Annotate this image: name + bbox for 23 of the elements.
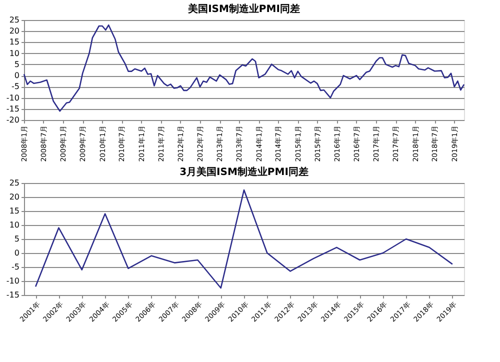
y-tick-label: 0: [14, 71, 20, 80]
line-series: [23, 24, 465, 112]
y-tick-label: 5: [14, 60, 20, 69]
y-tick-label: 25: [9, 16, 20, 24]
y-tick-label: -5: [12, 82, 20, 92]
y-tick-label: 10: [9, 48, 20, 58]
y-tick-label: -10: [6, 276, 20, 286]
y-tick-label: 15: [9, 38, 20, 47]
y-tick-label: -5: [12, 262, 20, 272]
y-tick-label: -10: [6, 93, 20, 102]
y-tick-label: 20: [9, 26, 20, 36]
chart-title: 美国ISM制造业PMI同差: [187, 3, 300, 15]
y-tick-label: 25: [9, 178, 20, 188]
y-tick-label: 20: [9, 192, 20, 202]
y-tick-label: -20: [6, 116, 20, 124]
line-series: [34, 189, 454, 289]
y-tick-label: 15: [9, 206, 20, 216]
y-tick-label: 5: [14, 234, 20, 244]
y-tick-label: 10: [9, 220, 20, 230]
y-tick-label: -15: [6, 104, 20, 114]
chart-title: 3月美国ISM制造业PMI同差: [180, 166, 308, 178]
y-tick-label: -15: [6, 290, 20, 300]
y-tick-label: 0: [14, 248, 20, 258]
